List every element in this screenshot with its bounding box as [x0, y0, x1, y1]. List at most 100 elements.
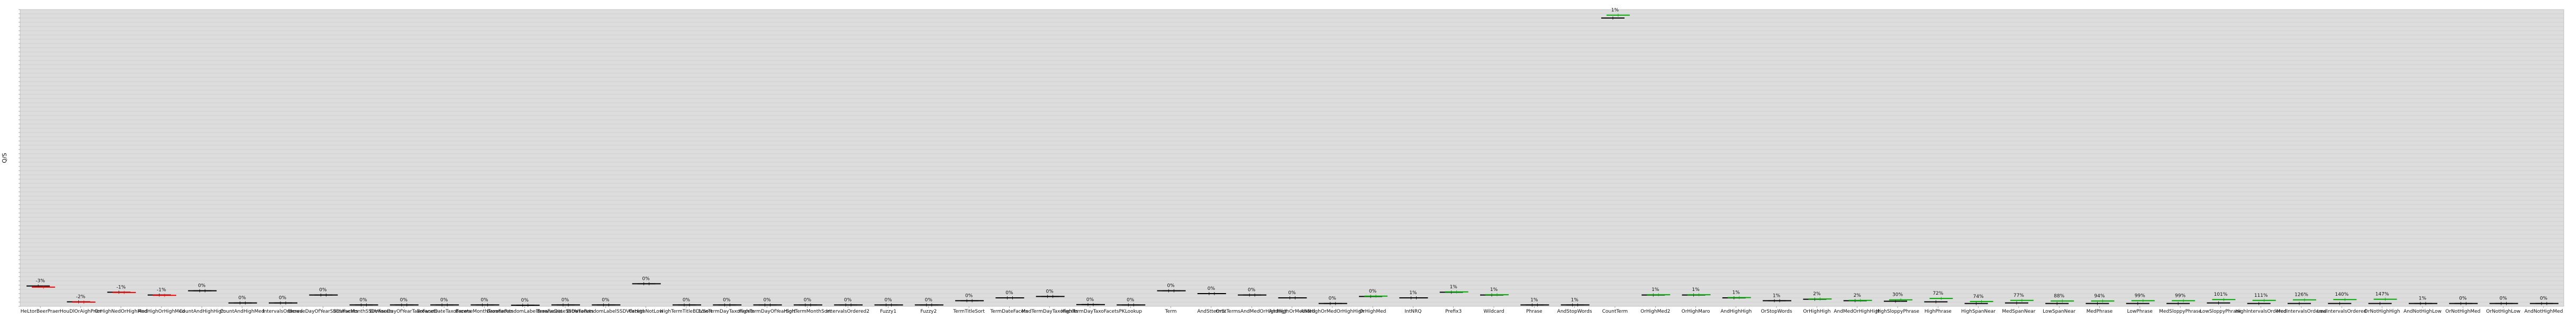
pct-change-label: 0% [279, 296, 287, 301]
x-tick-label: Wildcard [1483, 309, 1504, 314]
x-tick-label: OrNotHighHigh [2364, 309, 2400, 314]
pct-change-label: 0% [2499, 296, 2507, 302]
pct-change-label: 0% [844, 297, 852, 303]
x-tick-label: OrNotHighMed [2445, 309, 2480, 314]
pct-change-label: 0% [683, 297, 691, 303]
x-tick-label: AndStterms [1197, 309, 1225, 314]
y-axis [19, 9, 20, 307]
x-tick-label: BrowseDateSSDVFacets [537, 309, 594, 314]
x-tick-label: BrowseMonthSSDVFacets [333, 309, 394, 314]
x-tick-label: AndHighHigh [1720, 309, 1752, 314]
x-tick-label: OrHighNedOrHighMed [95, 309, 148, 314]
x-tick-label: HeLtorBeerPraer [21, 309, 60, 314]
x-tick-label: CountAndHighMed [220, 309, 265, 314]
pct-change-label: 0% [1005, 290, 1013, 296]
pct-change-label: 0% [1208, 286, 1216, 292]
pct-change-label: 72% [1933, 291, 1943, 296]
x-tick-label: MedSpanNear [2002, 309, 2035, 314]
x-tick-label: BrowseDayOfYearTaxoFacets [370, 309, 438, 314]
x-tick-label: HighTermMonthSort [784, 309, 831, 314]
x-tick-label: BrowseRandomLabelSSDVFacets [567, 309, 645, 314]
pct-change-label: 0% [642, 276, 650, 281]
x-tick-label: BrowseMonthTaxoFacets [456, 309, 514, 314]
x-tick-label: HighPhrase [1925, 309, 1952, 314]
pct-change-label: 1% [1409, 290, 1417, 296]
pct-change-label: 1% [1490, 287, 1498, 293]
x-tick-label: HighTermDayTaxoFacets [1062, 309, 1119, 314]
pct-change-label: 0% [1086, 297, 1094, 303]
pct-change-label: 0% [480, 297, 488, 303]
x-tick-label: PKLookup [1119, 309, 1142, 314]
pct-change-label: 1% [1652, 287, 1659, 293]
y-axis-label: Q/S [1, 153, 8, 163]
pct-change-label: 1% [1733, 290, 1740, 295]
pct-change-label: 101% [2214, 292, 2228, 297]
pct-change-label: 0% [239, 296, 247, 301]
pct-change-label: 0% [198, 284, 206, 289]
pct-change-label: 0% [440, 297, 448, 303]
pct-change-label: 77% [2013, 293, 2024, 298]
x-tick-label: MedIntervalsOrdered [2276, 309, 2327, 314]
x-tick-label: TermTitleSort [953, 309, 985, 314]
pct-change-label: 0% [521, 298, 529, 303]
x-tick-label: OrHighNotLow [629, 309, 663, 314]
pct-change-label: 0% [884, 297, 892, 303]
x-tick-label: HouDlOrAighPrior [60, 309, 102, 314]
pct-change-label: 0% [2459, 296, 2467, 302]
pct-change-label: 1% [1530, 297, 1538, 303]
pct-change-label: 0% [1369, 289, 1377, 294]
pct-change-label: 0% [1167, 284, 1175, 289]
x-tick-label: MedTermDayTaxoFacets [1021, 309, 1078, 314]
pct-change-label: -1% [116, 285, 126, 290]
x-tick-label: BrowseRandomLabelTaxoFacets [487, 309, 563, 314]
x-tick-label: BrowseDayOfYearSSDVFacets [288, 309, 358, 314]
x-tick-label: AndNotHighLow [2403, 309, 2442, 314]
pct-change-label: 1% [1571, 297, 1579, 303]
pct-change-label: 0% [1288, 290, 1296, 296]
x-tick-label: OrHighMed2 [1640, 309, 1670, 314]
x-tick-label: LowPhrase [2127, 309, 2153, 314]
x-tick-label: Phrase [1526, 309, 1543, 314]
pct-change-label: 1% [1611, 8, 1619, 13]
x-tick-label: AndMedOrHighHigh [1834, 309, 1881, 314]
pct-change-label: 0% [925, 297, 933, 303]
x-tick-label: Prefix3 [1445, 309, 1462, 314]
x-tick-label: HighSpanNear [1961, 309, 1996, 314]
pct-change-label: 0% [1046, 289, 1054, 294]
pct-change-label: 2% [1854, 293, 1862, 298]
pct-change-label: 126% [2294, 293, 2308, 298]
x-tick-label: HighSloppyPhrase [1876, 309, 1919, 314]
x-tick-label: AndHighOrMedOrHighHigh [1301, 309, 1364, 314]
x-tick-label: Term [1165, 309, 1177, 314]
x-tick-label: HighTermDayOfYearSort [739, 309, 796, 314]
x-tick-label: MedPhrase [2087, 309, 2113, 314]
pct-change-label: 111% [2254, 293, 2268, 298]
pct-change-label: 0% [359, 297, 367, 303]
pct-change-label: 147% [2375, 292, 2389, 297]
pct-change-label: 1% [1692, 287, 1700, 293]
x-tick-label: IntervalsOrdered2 [826, 309, 869, 314]
x-tick-label: LowIntervalsOrdered [2317, 309, 2367, 314]
pct-change-label: 1% [1450, 285, 1458, 290]
pct-change-label: 74% [1973, 294, 1984, 299]
pct-change-label: 0% [965, 293, 973, 298]
x-tick-label: AndHighOrHighMed [138, 309, 185, 314]
pct-change-label: 99% [2175, 293, 2185, 298]
pct-change-label: 94% [2094, 294, 2105, 299]
x-tick-label: Fuzzy2 [920, 309, 937, 314]
x-tick-label: TermDateFacets [990, 309, 1028, 314]
x-axis: HeLtorBeerPraer HouDlOrAighPriorOrHighNed… [21, 306, 2563, 314]
pct-change-label: 0% [400, 297, 408, 303]
x-tick-label: OrNotHighLow [2486, 309, 2520, 314]
pct-change-label: 0% [561, 297, 569, 303]
pct-change-label: 140% [2335, 292, 2348, 297]
x-tick-label: LowSpanNear [2043, 309, 2075, 314]
pct-change-label: -2% [76, 294, 86, 299]
x-tick-label: CountAndHighHigh [179, 309, 225, 314]
x-tick-label: OrHighMed [1359, 309, 1386, 314]
x-tick-label: AndHighOrMedMed [1269, 309, 1315, 314]
pct-change-label: -3% [35, 279, 45, 284]
pct-change-label: 1% [1773, 293, 1781, 298]
pct-change-label: 0% [1248, 288, 1256, 293]
